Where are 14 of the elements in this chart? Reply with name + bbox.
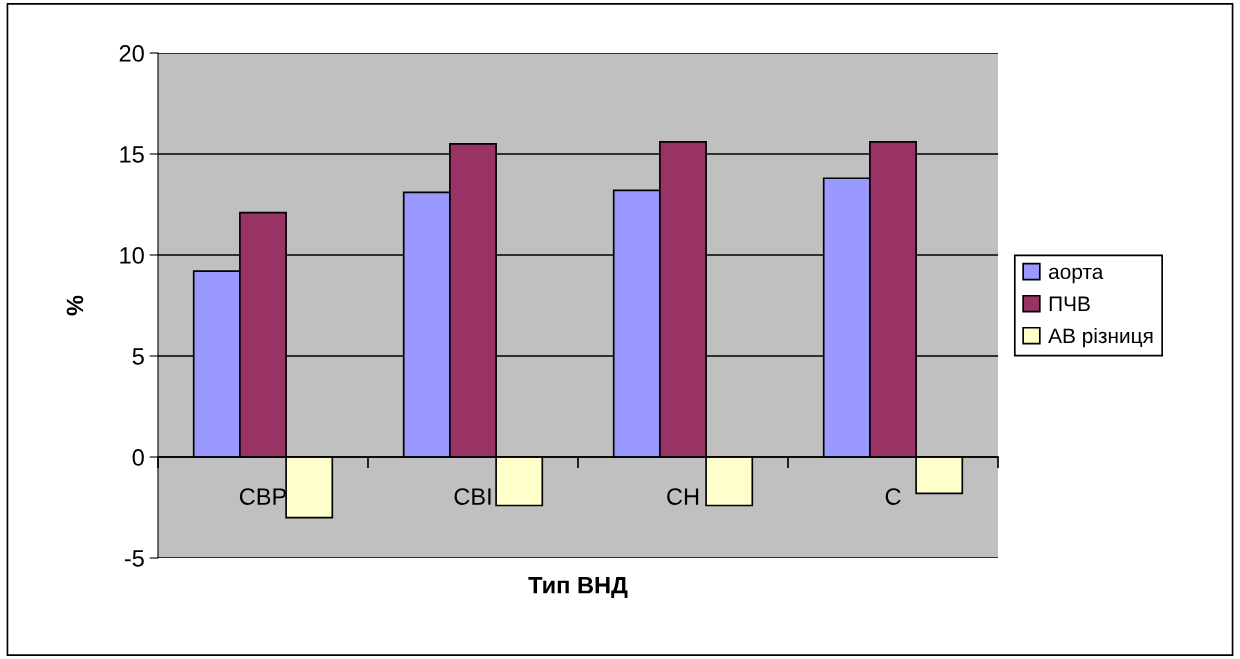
y-tick-label: 10 — [120, 247, 144, 264]
legend-label: аорта — [1049, 267, 1104, 284]
y-tick-label: 20 — [119, 45, 144, 62]
y-tick-label: 0 — [132, 449, 144, 466]
x-tick-label: С — [885, 488, 901, 505]
y-tick-label: 15 — [120, 146, 144, 163]
x-tick-label: СН — [667, 488, 699, 505]
x-tick-label: СВІ — [454, 488, 491, 505]
x-axis-title: Тип ВНД — [528, 577, 628, 599]
y-tick-label: 5 — [132, 348, 144, 365]
legend-label: ПЧВ — [1049, 296, 1090, 311]
legend-label: АВ різниця — [1048, 327, 1153, 348]
y-axis-title: % — [66, 295, 84, 316]
y-tick-label: -5 — [124, 550, 144, 567]
